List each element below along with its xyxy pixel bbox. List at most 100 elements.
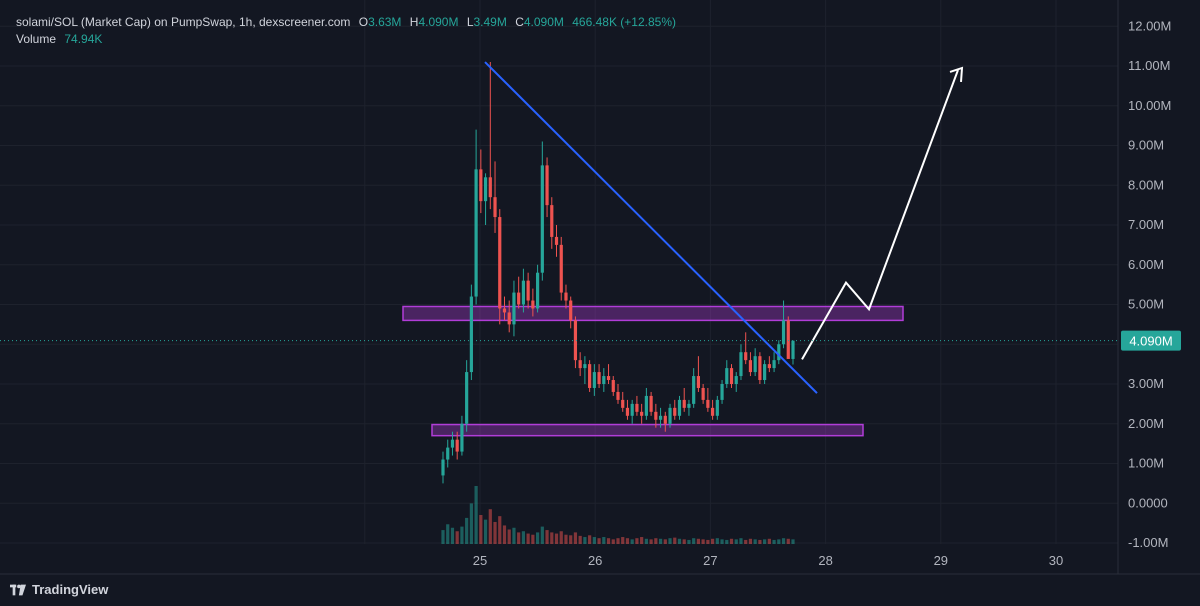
candle-body (772, 360, 776, 369)
y-tick-label: 2.00M (1128, 416, 1164, 431)
volume-bar (696, 538, 701, 544)
candle-body (488, 177, 492, 198)
brand-name: TradingView (32, 582, 109, 597)
grid-lines (0, 0, 1200, 575)
volume-bar (744, 539, 748, 544)
candle-body (668, 407, 672, 424)
candle-body (592, 372, 596, 388)
x-tick-label: 25 (473, 553, 487, 568)
candle-body (512, 292, 516, 325)
volume-bar (526, 533, 530, 544)
candle-body (696, 376, 701, 388)
candle-body (597, 372, 601, 384)
high-label: H (409, 15, 419, 29)
x-tick-label: 29 (934, 553, 948, 568)
volume-bar (706, 539, 710, 544)
volume-bar (441, 530, 445, 544)
candle-body (502, 308, 507, 313)
volume-bar (606, 538, 611, 544)
candle-body (465, 372, 469, 424)
tradingview-brand[interactable]: TradingView (10, 582, 108, 597)
candle-body (479, 169, 483, 202)
volume-bar (682, 539, 686, 544)
volume-bar (517, 532, 521, 544)
candle-body (474, 169, 478, 297)
candle-body (545, 165, 549, 206)
y-tick-label: 3.00M (1128, 376, 1164, 391)
candle-body (635, 403, 639, 412)
candle-body (654, 411, 658, 420)
volume-bar (521, 531, 526, 544)
price-axis[interactable]: 12.00M 11.00M 10.00M 9.00M 8.00M 7.00M 6.00M 5.… (1128, 18, 1171, 550)
candle-body (540, 165, 544, 273)
volume-bar (493, 521, 497, 544)
candle-body (583, 364, 587, 369)
volume-bar (687, 539, 691, 544)
volume-bar (791, 539, 795, 544)
volume-bar (469, 503, 473, 544)
candle-body (455, 439, 459, 452)
candle-body (531, 300, 535, 309)
volume-bar (734, 539, 738, 544)
volume-bar (583, 537, 587, 544)
candle-body (446, 447, 450, 460)
y-tick-label: 9.00M (1128, 138, 1164, 153)
symbol-title: solami/SOL (Market Cap) on PumpSwap, 1h,… (16, 15, 351, 29)
volume-bar (498, 516, 502, 544)
candle-body (673, 407, 677, 416)
time-axis[interactable]: 25 26 27 28 29 30 (473, 553, 1063, 568)
y-tick-label: 7.00M (1128, 217, 1164, 232)
volume-bar (725, 539, 729, 544)
x-tick-label: 27 (703, 553, 717, 568)
volume-bar (772, 539, 776, 544)
volume-bar (564, 534, 568, 544)
volume-bar (710, 538, 715, 544)
volume-bar (668, 538, 672, 544)
last-price-text: 4.090M (1129, 334, 1172, 349)
drawings (0, 61, 1118, 394)
candle-body (498, 217, 502, 309)
volume-bar (535, 532, 540, 544)
candle-body (706, 399, 710, 408)
candlesticks (441, 62, 795, 484)
volume-bar (573, 532, 578, 544)
candle-body (569, 300, 573, 321)
volume-bar (786, 538, 790, 544)
support-resistance-zones (402, 305, 904, 437)
volume-bar (748, 538, 753, 544)
volume-bar (781, 538, 786, 544)
volume-bar (630, 539, 634, 544)
volume-bar (450, 527, 455, 544)
candle-body (767, 364, 771, 369)
y-tick-label: 6.00M (1128, 257, 1164, 272)
volume-bar (621, 537, 625, 544)
volume-bar (739, 538, 743, 544)
volume-bar (635, 538, 639, 544)
volume-bar (763, 539, 767, 544)
y-tick-label: -1.00M (1128, 535, 1168, 550)
candle-body (692, 376, 696, 404)
candle-body (729, 368, 734, 384)
candle-body (715, 399, 719, 416)
volume-bar (460, 526, 464, 544)
candle-body (578, 360, 582, 369)
low-label: L (466, 15, 474, 29)
candle-body (630, 403, 634, 416)
volume-bar (554, 533, 559, 544)
candle-body (725, 368, 729, 384)
candle-body (763, 364, 767, 381)
x-tick-label: 26 (588, 553, 602, 568)
volume-bar (701, 539, 705, 544)
candle-body (526, 280, 530, 301)
volume-bar (611, 539, 615, 544)
volume-value: 74.94K (64, 32, 103, 46)
y-tick-label: 10.00M (1128, 98, 1171, 113)
candle-body (644, 395, 648, 416)
candle-body (753, 356, 757, 373)
candle-body (573, 320, 578, 361)
candle-body (535, 272, 540, 309)
resistance-zone (402, 305, 904, 322)
volume-bar (559, 531, 563, 544)
candle-body (588, 364, 592, 388)
